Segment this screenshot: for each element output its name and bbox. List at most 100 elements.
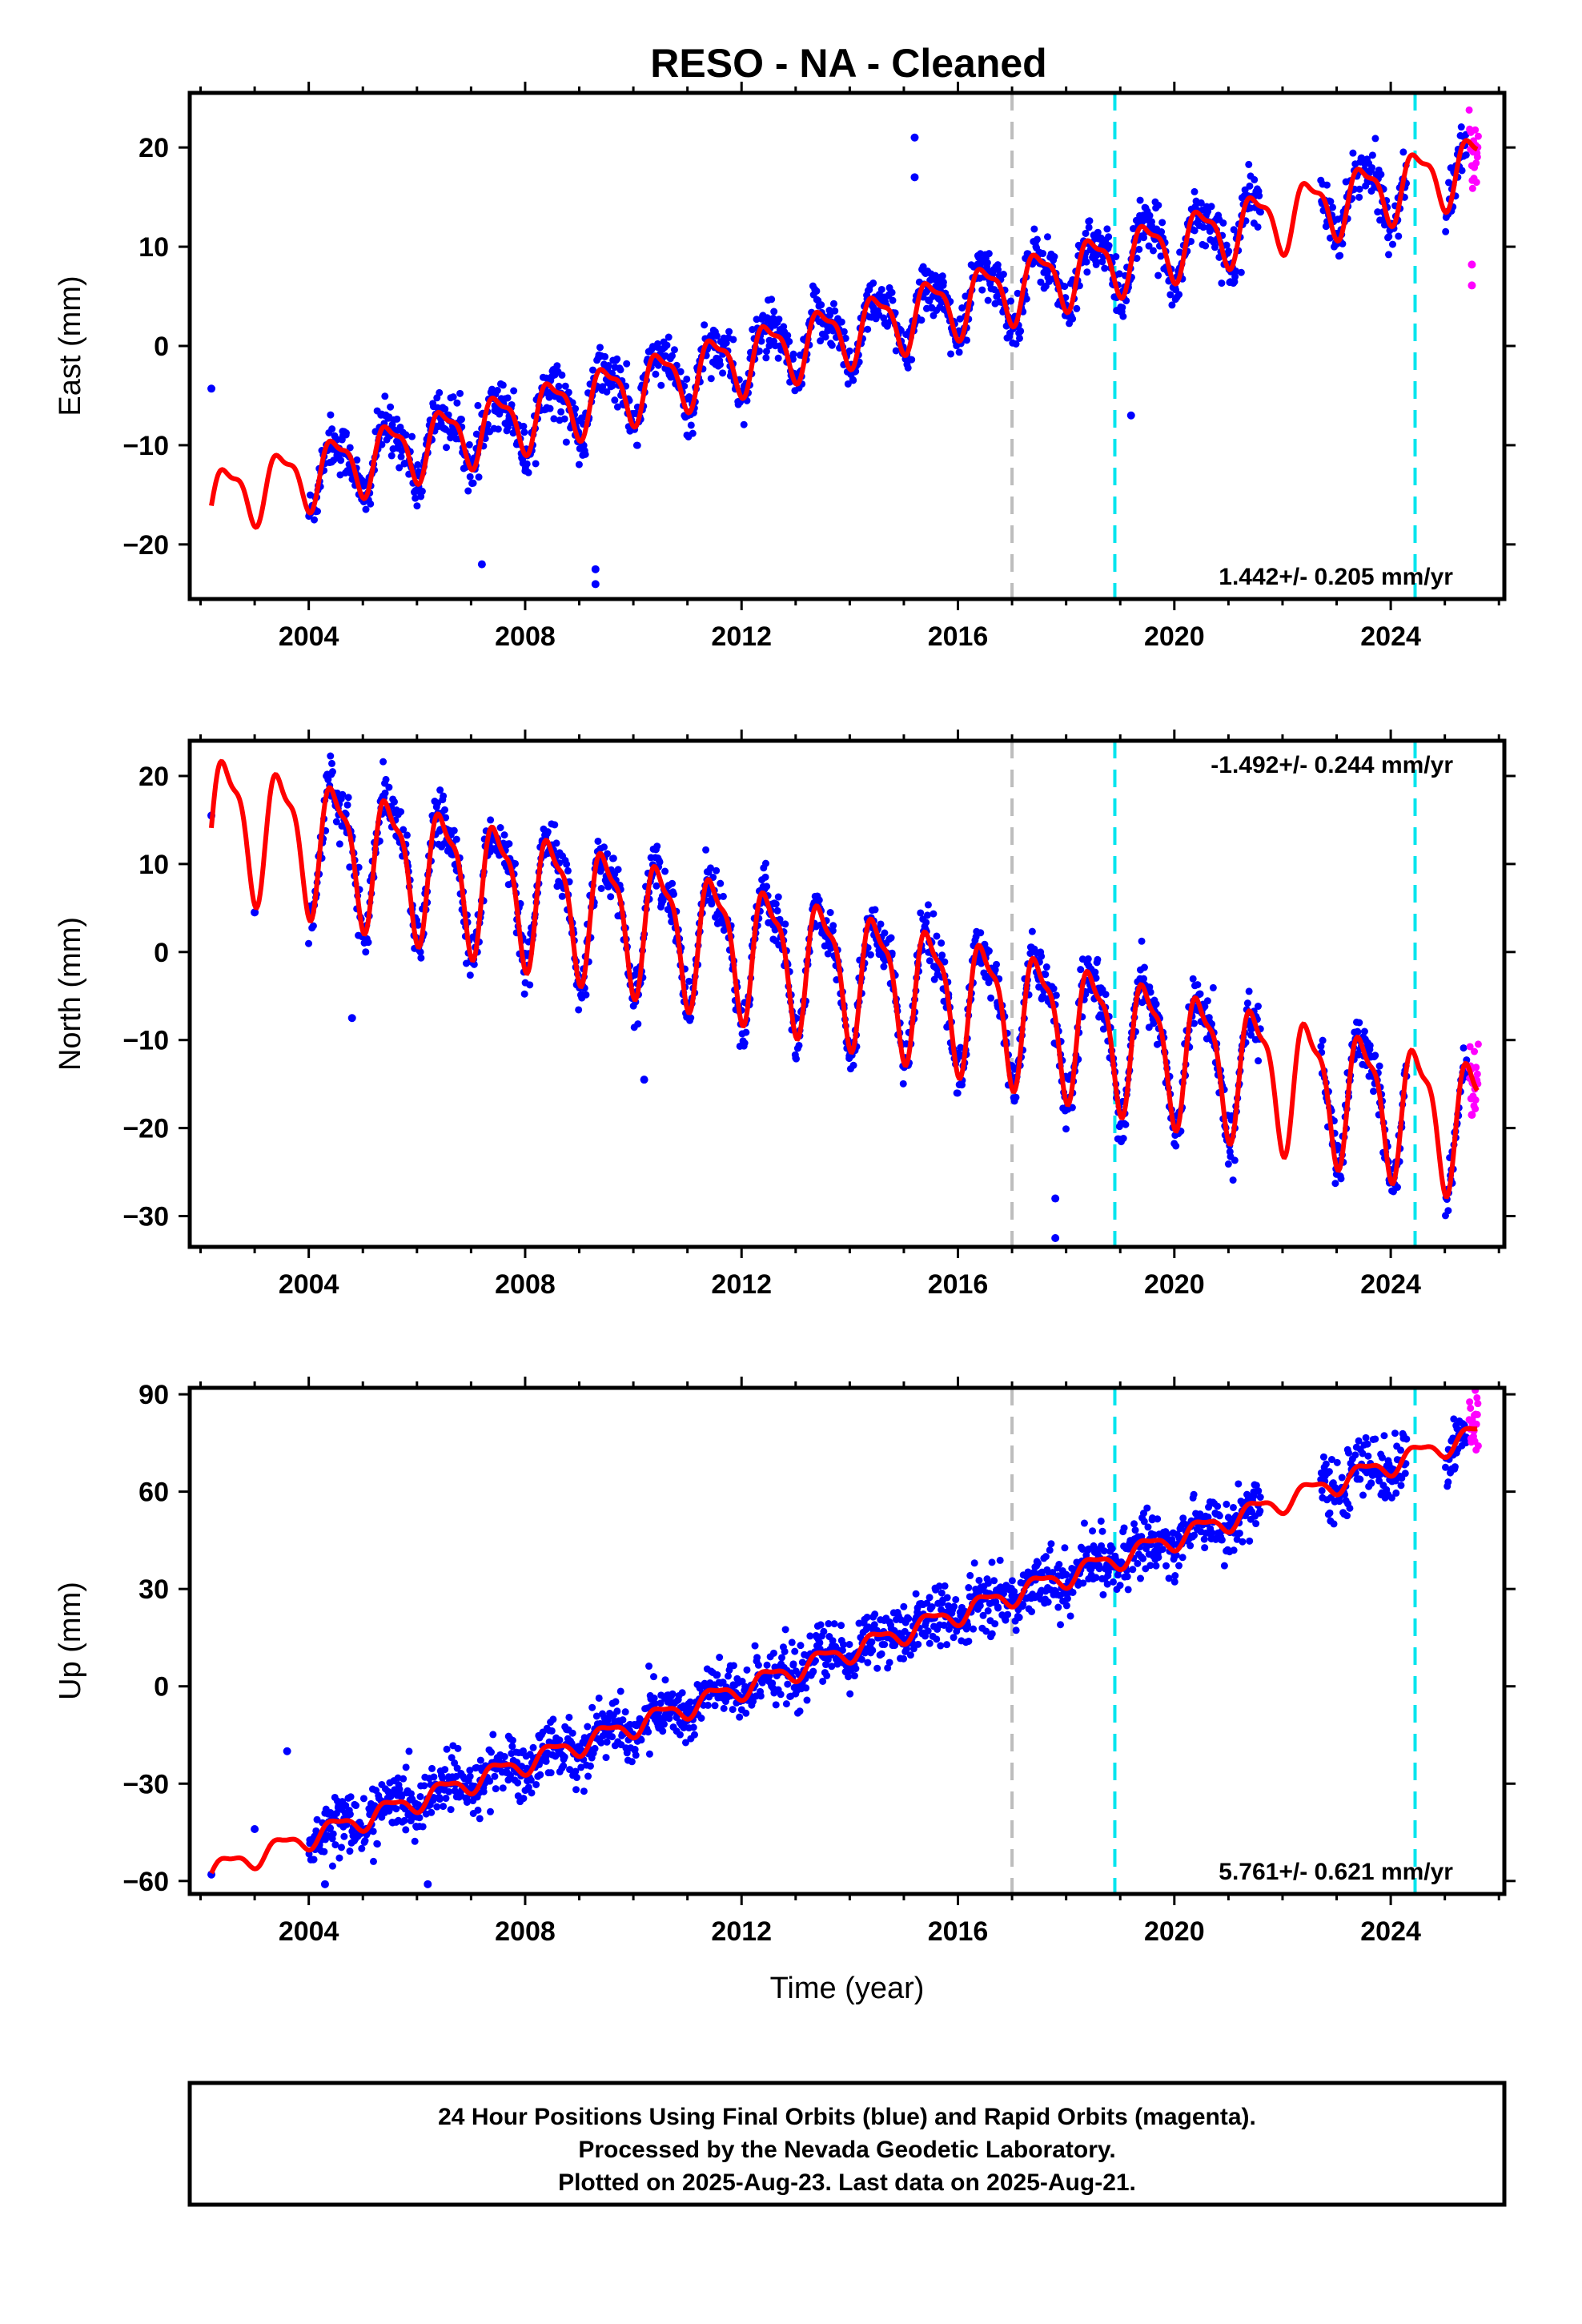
data-point: [1201, 1003, 1209, 1011]
data-point: [877, 920, 885, 928]
data-point: [922, 919, 930, 927]
data-point: [1050, 253, 1058, 261]
data-point: [1397, 1482, 1405, 1490]
data-point: [1010, 1587, 1018, 1595]
y-tick-label: 0: [154, 332, 169, 362]
data-point: [1015, 1614, 1023, 1622]
data-point: [1375, 1062, 1383, 1070]
data-point: [441, 1766, 449, 1774]
data-point: [558, 371, 566, 379]
data-point: [603, 1738, 611, 1746]
data-point: [346, 863, 354, 871]
data-point: [1120, 1524, 1128, 1532]
data-point: [938, 1589, 946, 1597]
data-point: [1255, 1487, 1263, 1495]
data-point: [965, 1637, 973, 1645]
data-point: [1139, 1510, 1147, 1518]
data-point: [838, 1647, 846, 1655]
outlier-point: [910, 173, 919, 182]
data-point: [557, 408, 565, 416]
data-point: [797, 1642, 805, 1650]
y-tick-label: −10: [122, 431, 169, 461]
data-point: [335, 840, 343, 848]
data-point: [798, 1659, 806, 1667]
data-point: [940, 1621, 948, 1629]
data-point: [1354, 1028, 1362, 1036]
data-point: [362, 948, 370, 956]
data-point: [392, 1805, 400, 1813]
outlier-point: [1126, 411, 1135, 420]
x-tick-label: 2004: [279, 621, 339, 652]
data-point: [978, 286, 986, 294]
data-point: [1368, 163, 1376, 171]
data-point: [762, 348, 770, 356]
data-point: [381, 392, 389, 400]
data-point: [1138, 937, 1146, 945]
data-point: [904, 364, 912, 372]
data-point: [1337, 1175, 1345, 1183]
data-point: [416, 948, 424, 956]
data-point: [947, 350, 955, 358]
data-point: [817, 1621, 825, 1629]
data-point: [1384, 251, 1392, 259]
x-tick-label: 2020: [1144, 621, 1205, 652]
panel-frame: [187, 90, 1507, 601]
data-point: [789, 350, 797, 358]
data-point: [1102, 991, 1110, 999]
data-point: [802, 1684, 810, 1692]
data-point: [572, 1767, 580, 1775]
data-point: [560, 415, 568, 423]
data-point: [1042, 971, 1050, 979]
data-point: [687, 1014, 695, 1022]
data-point: [1245, 160, 1253, 168]
data-point: [923, 911, 931, 919]
data-point: [791, 1647, 799, 1655]
data-point: [470, 960, 478, 968]
outlier-point: [591, 565, 600, 573]
data-point: [952, 1595, 960, 1603]
data-point: [1211, 243, 1219, 251]
data-point: [1014, 289, 1022, 297]
data-point: [661, 1676, 669, 1684]
data-point: [670, 346, 678, 354]
data-point: [1229, 1503, 1237, 1511]
figure-title: RESO - NA - Cleaned: [650, 41, 1046, 86]
data-point: [1338, 1474, 1346, 1482]
up-panel: 2004 2008 2012 2016 2020 20249060300−30−60Up …: [54, 1377, 1516, 2005]
data-point: [390, 798, 398, 806]
data-point: [817, 337, 825, 345]
data-point: [1022, 295, 1030, 303]
rapid-point: [1473, 153, 1481, 161]
data-point: [975, 1576, 983, 1584]
data-point: [358, 1844, 366, 1852]
data-point: [926, 1594, 934, 1602]
data-point: [305, 939, 313, 947]
data-point: [558, 892, 566, 900]
data-point: [774, 893, 782, 901]
data-point: [689, 1723, 697, 1731]
data-point: [584, 1723, 592, 1731]
data-point: [520, 1795, 528, 1803]
data-point: [677, 368, 685, 376]
data-point: [994, 266, 1002, 274]
data-point: [962, 292, 970, 300]
data-point: [889, 296, 897, 304]
data-point: [312, 1827, 320, 1835]
outlier-point: [1468, 281, 1476, 290]
data-point: [1366, 1041, 1374, 1049]
data-point: [1224, 1160, 1232, 1168]
data-point: [716, 360, 724, 368]
data-point: [476, 1815, 484, 1823]
data-point: [1225, 247, 1233, 255]
data-point: [803, 1696, 811, 1704]
data-point: [332, 1809, 340, 1817]
data-point: [524, 1783, 532, 1791]
data-point: [1004, 1610, 1012, 1618]
x-tick-label: 2016: [928, 1269, 989, 1300]
y-axis-label: North (mm): [54, 917, 87, 1071]
data-point: [740, 420, 748, 428]
data-point: [378, 440, 386, 448]
data-point: [1131, 1526, 1139, 1534]
data-point: [954, 1089, 962, 1097]
data-point: [634, 1020, 642, 1028]
